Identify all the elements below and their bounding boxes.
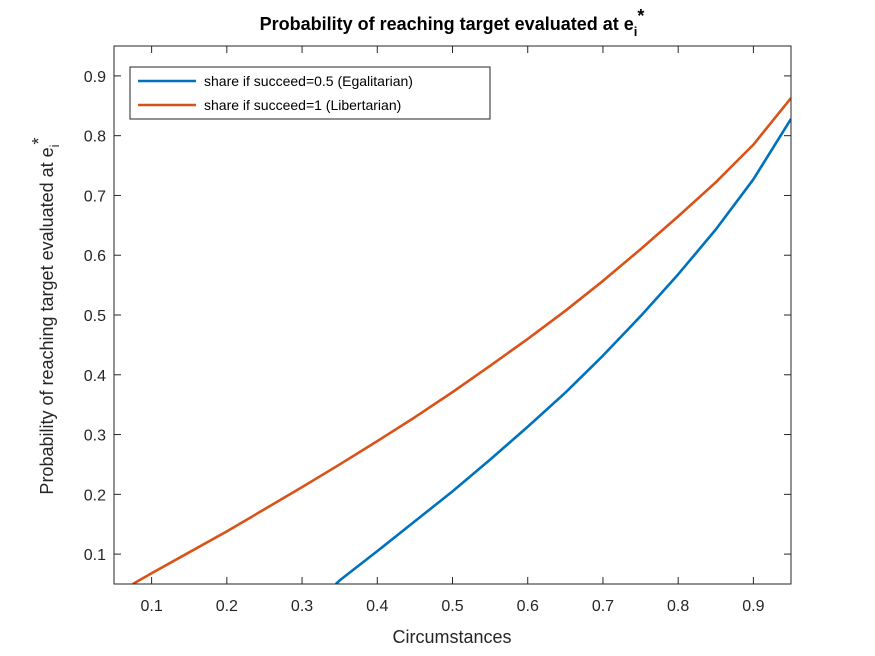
- chart-title-subscript: i: [634, 24, 638, 39]
- series-layer: [132, 97, 791, 584]
- x-tick-label: 0.4: [366, 598, 388, 615]
- y-tick-label: 0.1: [84, 547, 106, 564]
- y-axis-ticks: 0.1 0.2 0.3 0.4 0.5 0.6 0.7 0.8 0.9: [84, 69, 791, 564]
- y-tick-label: 0.4: [84, 368, 106, 385]
- series-line-1: [335, 118, 791, 584]
- x-tick-label: 0.3: [291, 598, 313, 615]
- chart-title-main: Probability of reaching target evaluated…: [260, 14, 634, 34]
- legend-label-2: share if succeed=1 (Libertarian): [204, 97, 401, 113]
- series-line-2: [132, 97, 791, 584]
- y-axis-label-subscript: i: [47, 144, 62, 147]
- plot-area: [114, 46, 791, 584]
- y-tick-label: 0.8: [84, 129, 106, 146]
- chart-title-superscript: *: [637, 6, 644, 26]
- x-tick-label: 0.2: [216, 598, 238, 615]
- x-tick-label: 0.7: [592, 598, 614, 615]
- legend-label-1: share if succeed=0.5 (Egalitarian): [204, 73, 413, 89]
- x-tick-label: 0.1: [140, 598, 162, 615]
- x-tick-label: 0.8: [667, 598, 689, 615]
- y-tick-label: 0.9: [84, 69, 106, 86]
- y-tick-label: 0.7: [84, 188, 106, 205]
- y-axis-label: Probability of reaching target evaluated…: [29, 137, 62, 494]
- legend-box: [129, 66, 491, 120]
- y-tick-label: 0.6: [84, 248, 106, 265]
- y-tick-label: 0.5: [84, 308, 106, 325]
- y-axis-label-main: Probability of reaching target evaluated…: [37, 147, 57, 494]
- y-axis-label-superscript: *: [29, 137, 49, 144]
- x-tick-label: 0.5: [441, 598, 463, 615]
- x-tick-label: 0.6: [517, 598, 539, 615]
- legend: share if succeed=0.5 (Egalitarian) share …: [129, 66, 491, 120]
- y-tick-label: 0.3: [84, 428, 106, 445]
- chart-title: Probability of reaching target evaluated…: [260, 6, 645, 39]
- x-axis-ticks: 0.1 0.2 0.3 0.4 0.5 0.6 0.7 0.8 0.9: [140, 46, 765, 615]
- x-axis-label: Circumstances: [392, 627, 511, 647]
- y-tick-label: 0.2: [84, 487, 106, 504]
- plot-background: [114, 46, 791, 584]
- x-tick-label: 0.9: [742, 598, 764, 615]
